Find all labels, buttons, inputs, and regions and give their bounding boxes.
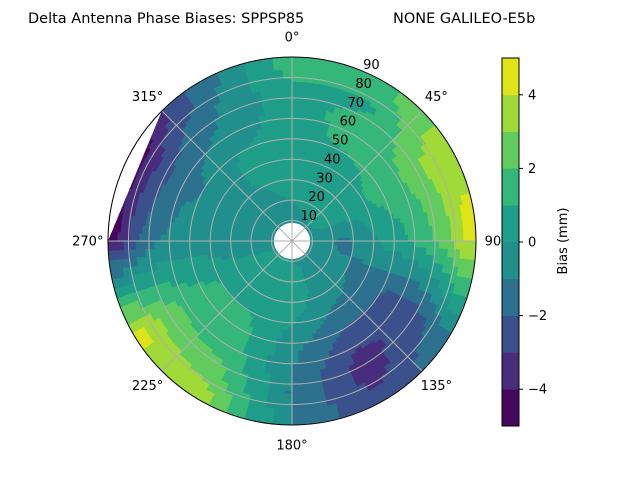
- colorbar-segment: [502, 58, 519, 96]
- polar-grid: [108, 57, 476, 425]
- r-tick-label: 30: [316, 171, 333, 186]
- theta-tick-label: 270°: [72, 235, 103, 250]
- colorbar-segment: [502, 352, 519, 390]
- colorbar-tick-label: 2: [528, 162, 536, 177]
- chart-subtitle: NONE GALILEO-E5b: [393, 11, 535, 27]
- r-tick-labels: 10 20 30 40 50 60 70 80 90: [301, 58, 380, 224]
- colorbar-segment: [502, 389, 519, 427]
- colorbar-segment: [502, 278, 519, 316]
- r-tick-label: 50: [332, 134, 349, 149]
- theta-gridline-45: [291, 110, 423, 242]
- colorbar-tick-label: 0: [528, 236, 536, 251]
- colorbar-segment: [502, 315, 519, 353]
- r-tick-label: 20: [308, 190, 325, 205]
- theta-tick-label: 135°: [421, 379, 452, 394]
- theta-tick-label: 180°: [276, 439, 307, 454]
- r-tick-label: 40: [324, 152, 341, 167]
- theta-gridline-135: [291, 240, 423, 372]
- theta-tick-label: 45°: [425, 90, 448, 105]
- colorbar-segment: [502, 94, 519, 132]
- colorbar-tick-label: −2: [528, 309, 547, 324]
- theta-gridline-225: [161, 240, 293, 372]
- theta-tick-label: 225°: [132, 379, 163, 394]
- colorbar-segment: [502, 131, 519, 169]
- theta-tick-labels: 0°45°90°135°180°225°270°315°: [72, 30, 508, 453]
- polar-frame: [107, 56, 477, 426]
- r-tick-label: 60: [340, 115, 357, 130]
- colorbar-tick-label: 4: [528, 88, 536, 103]
- colorbar-tick-label: −4: [528, 383, 547, 398]
- r-tick-label: 10: [301, 209, 318, 224]
- r-tick-label: 80: [355, 77, 372, 92]
- colorbar-label: Bias (mm): [556, 208, 571, 275]
- colorbar-segment: [502, 168, 519, 206]
- theta-tick-label: 315°: [132, 90, 163, 105]
- contour-fills: [108, 57, 476, 425]
- theta-gridline-315: [161, 110, 293, 242]
- chart-title: Delta Antenna Phase Biases: SPPSP85: [28, 11, 304, 27]
- colorbar: −4 −2 0 2 4: [501, 57, 547, 427]
- colorbar-segment: [502, 242, 519, 280]
- r-tick-label: 90: [363, 58, 380, 73]
- colorbar-segment: [502, 205, 519, 243]
- theta-tick-label: 0°: [285, 30, 300, 45]
- r-tick-label: 70: [348, 96, 365, 111]
